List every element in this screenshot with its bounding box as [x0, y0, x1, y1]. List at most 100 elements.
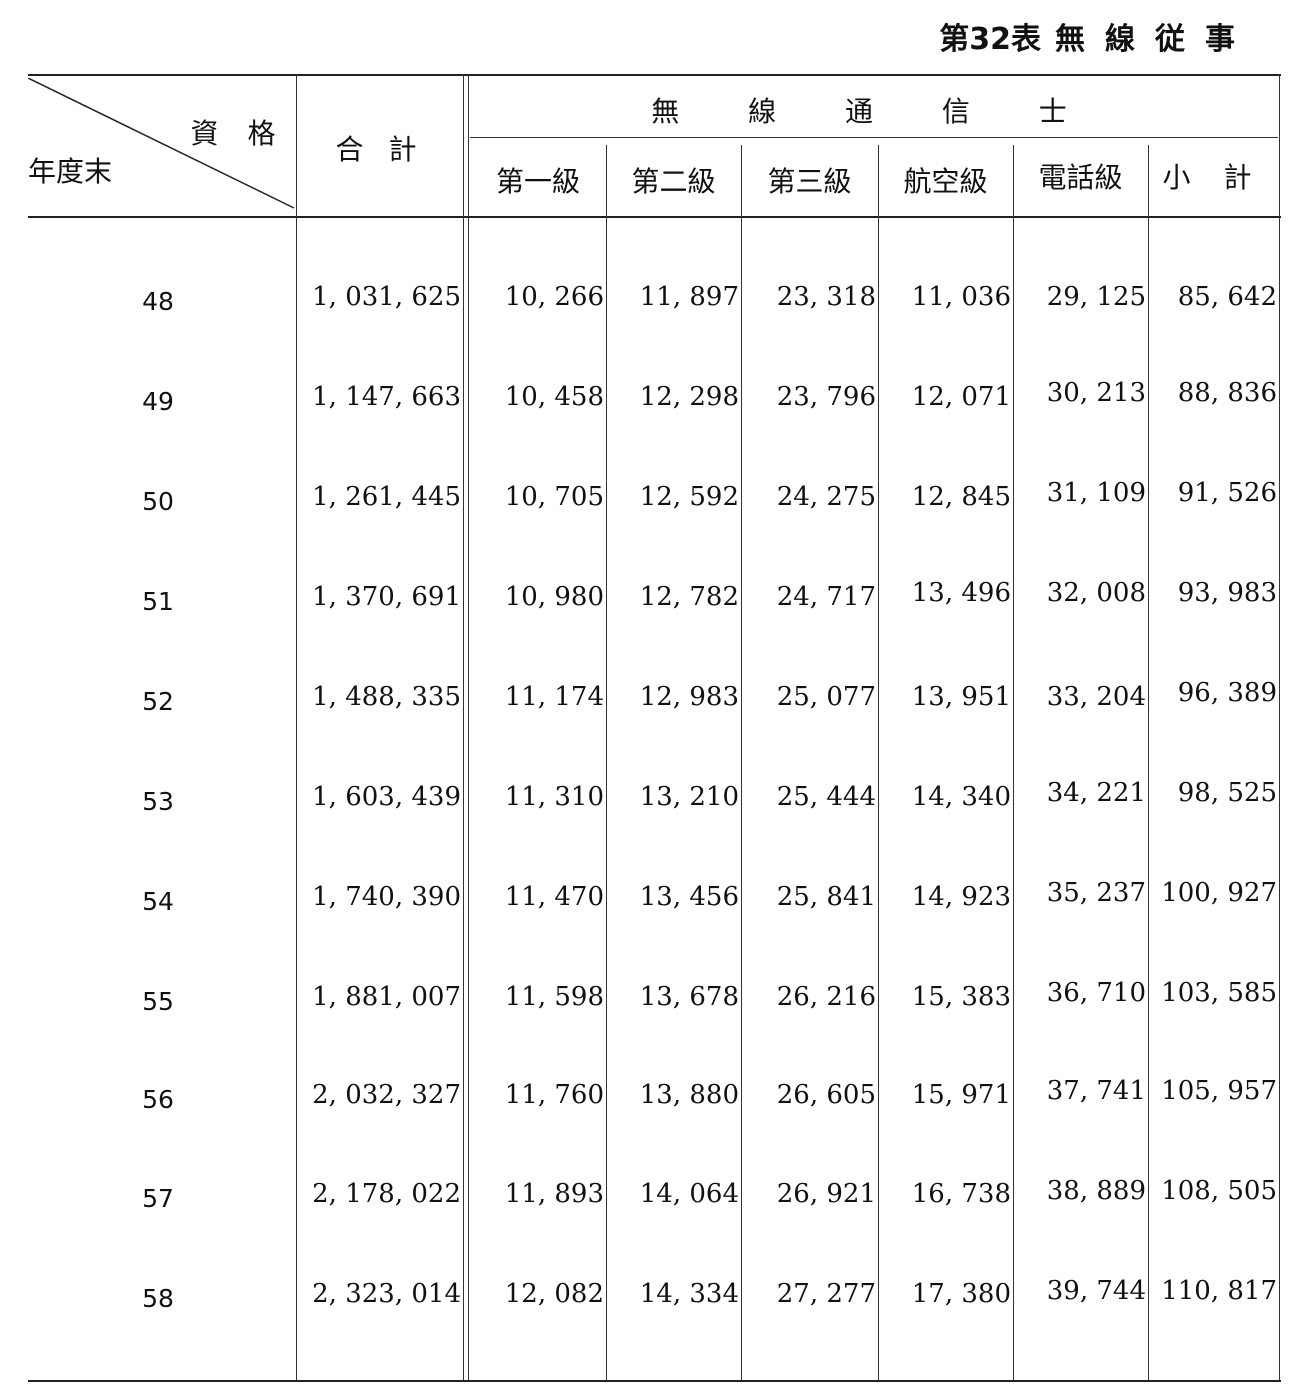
table-number: 第32表 — [939, 22, 1041, 57]
cell-subtotal: 103, 585 — [1161, 978, 1277, 1008]
cell-total: 1, 881, 007 — [312, 982, 461, 1012]
cell-second-class: 13, 210 — [639, 782, 739, 812]
cell-aviation-class: 12, 071 — [911, 382, 1011, 412]
cell-subtotal: 98, 525 — [1177, 778, 1277, 808]
cell-second-class: 14, 334 — [639, 1279, 739, 1309]
cell-first-class: 10, 705 — [504, 482, 604, 512]
cell-first-class: 10, 458 — [504, 382, 604, 412]
cell-telephone-class: 29, 125 — [1046, 282, 1146, 312]
row-year: 52 — [142, 687, 174, 716]
cell-aviation-class: 13, 496 — [911, 578, 1011, 608]
cell-subtotal: 100, 927 — [1161, 878, 1277, 908]
row-year: 57 — [142, 1184, 174, 1213]
header-third-class: 第三級 — [767, 165, 852, 198]
cell-second-class: 12, 983 — [639, 682, 739, 712]
col-divider-year — [296, 74, 297, 1380]
cell-third-class: 25, 444 — [776, 782, 876, 812]
cell-first-class: 11, 893 — [504, 1179, 604, 1209]
cell-subtotal: 91, 526 — [1177, 478, 1277, 508]
cell-total: 1, 370, 691 — [312, 582, 461, 612]
cell-telephone-class: 35, 237 — [1046, 878, 1146, 908]
header-first-class: 第一級 — [495, 165, 580, 198]
cell-telephone-class: 31, 109 — [1046, 478, 1146, 508]
cell-third-class: 24, 275 — [776, 482, 876, 512]
cell-telephone-class: 39, 744 — [1046, 1276, 1146, 1306]
col-divider-1 — [606, 145, 607, 1380]
cell-telephone-class: 34, 221 — [1046, 778, 1146, 808]
cell-telephone-class: 33, 204 — [1046, 682, 1146, 712]
cell-aviation-class: 13, 951 — [911, 682, 1011, 712]
cell-second-class: 13, 678 — [639, 982, 739, 1012]
cell-subtotal: 93, 983 — [1177, 578, 1277, 608]
row-year: 54 — [142, 887, 174, 916]
cell-second-class: 13, 880 — [639, 1080, 739, 1110]
table-title-text: 無線従事 — [1055, 22, 1255, 57]
row-year: 48 — [142, 287, 174, 316]
cell-total: 1, 603, 439 — [312, 782, 461, 812]
header-total: 合 計 — [335, 133, 425, 166]
cell-aviation-class: 11, 036 — [911, 282, 1011, 312]
cell-third-class: 23, 796 — [776, 382, 876, 412]
col-divider-4 — [1013, 145, 1014, 1380]
cell-second-class: 13, 456 — [639, 882, 739, 912]
cell-subtotal: 105, 957 — [1161, 1076, 1277, 1106]
col-divider-total-b — [468, 74, 469, 1380]
cell-first-class: 11, 174 — [504, 682, 604, 712]
header-second-class: 第二級 — [631, 165, 716, 198]
cell-subtotal: 108, 505 — [1161, 1176, 1277, 1206]
cell-aviation-class: 12, 845 — [911, 482, 1011, 512]
row-year: 56 — [142, 1085, 174, 1114]
cell-second-class: 12, 592 — [639, 482, 739, 512]
row-year: 53 — [142, 787, 174, 816]
cell-second-class: 12, 298 — [639, 382, 739, 412]
cell-aviation-class: 14, 923 — [911, 882, 1011, 912]
cell-telephone-class: 36, 710 — [1046, 978, 1146, 1008]
header-group-radio-operator: 無 線 通 信 士 — [651, 95, 1097, 128]
bottom-rule — [28, 1380, 1281, 1382]
corner-label-year-end: 年度末 — [28, 155, 113, 188]
cell-aviation-class: 14, 340 — [911, 782, 1011, 812]
cell-first-class: 11, 470 — [504, 882, 604, 912]
cell-third-class: 27, 277 — [776, 1279, 876, 1309]
header-bottom-rule — [28, 216, 1281, 218]
col-divider-5 — [1148, 145, 1149, 1380]
cell-total: 2, 178, 022 — [312, 1179, 461, 1209]
cell-first-class: 11, 598 — [504, 982, 604, 1012]
header-telephone-class: 電話級 — [1038, 161, 1123, 194]
cell-telephone-class: 32, 008 — [1046, 578, 1146, 608]
right-border — [1279, 74, 1280, 1380]
cell-first-class: 12, 082 — [504, 1279, 604, 1309]
cell-total: 1, 261, 445 — [312, 482, 461, 512]
top-rule — [28, 74, 1281, 76]
cell-aviation-class: 16, 738 — [911, 1179, 1011, 1209]
cell-total: 1, 147, 663 — [312, 382, 461, 412]
corner-label-qualification: 資 格 — [190, 117, 286, 150]
cell-first-class: 10, 266 — [504, 282, 604, 312]
cell-third-class: 26, 605 — [776, 1080, 876, 1110]
cell-total: 1, 488, 335 — [312, 682, 461, 712]
cell-second-class: 11, 897 — [639, 282, 739, 312]
cell-aviation-class: 17, 380 — [911, 1279, 1011, 1309]
col-divider-2 — [741, 145, 742, 1380]
cell-total: 2, 323, 014 — [312, 1279, 461, 1309]
cell-subtotal: 110, 817 — [1161, 1276, 1277, 1306]
cell-total: 1, 031, 625 — [312, 282, 461, 312]
cell-third-class: 24, 717 — [776, 582, 876, 612]
cell-first-class: 11, 310 — [504, 782, 604, 812]
cell-first-class: 11, 760 — [504, 1080, 604, 1110]
cell-telephone-class: 37, 741 — [1046, 1076, 1146, 1106]
row-year: 58 — [142, 1284, 174, 1313]
cell-subtotal: 96, 389 — [1177, 678, 1277, 708]
corner-diagonal — [28, 78, 295, 209]
cell-subtotal: 88, 836 — [1177, 378, 1277, 408]
col-divider-total-a — [463, 74, 464, 1380]
cell-third-class: 26, 216 — [776, 982, 876, 1012]
cell-total: 2, 032, 327 — [312, 1080, 461, 1110]
table-title: 第32表 無線従事 — [939, 14, 1255, 58]
group-divider — [470, 137, 1278, 138]
cell-second-class: 12, 782 — [639, 582, 739, 612]
cell-third-class: 25, 841 — [776, 882, 876, 912]
header-aviation-class: 航空級 — [903, 165, 988, 198]
cell-telephone-class: 30, 213 — [1046, 378, 1146, 408]
cell-third-class: 23, 318 — [776, 282, 876, 312]
